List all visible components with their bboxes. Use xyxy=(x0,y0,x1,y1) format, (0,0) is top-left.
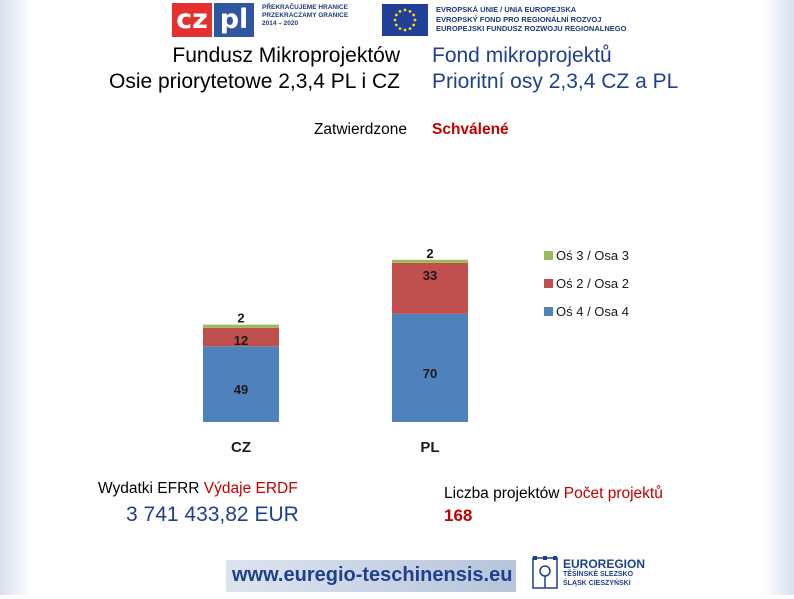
eu-star-icon xyxy=(398,9,402,13)
approved-label-pl: Zatwierdzone xyxy=(313,121,407,138)
footer-band xyxy=(226,560,516,592)
legend-label: Oś 2 / Osa 2 xyxy=(556,276,629,291)
category-label: CZ xyxy=(231,439,251,456)
legend-swatch xyxy=(544,279,553,288)
czpl-logo-text: PŘEKRAČUJEME HRANICE PRZEKRACZAMY GRANIC… xyxy=(262,4,372,28)
czpl-logo-line: PRZEKRACZAMY GRANICE xyxy=(262,12,349,19)
eu-star-icon xyxy=(398,27,402,31)
eu-star-icon xyxy=(408,9,412,13)
czpl-logo-cz: cz xyxy=(172,3,212,37)
eu-logo-text: EVROPSKÁ UNIE / UNIA EUROPEJSKA EVROPSKÝ… xyxy=(436,5,626,34)
legend-label: Oś 4 / Osa 4 xyxy=(556,304,629,319)
eu-star-icon xyxy=(394,23,398,27)
data-label: 2 xyxy=(237,311,244,326)
count-label-cz: Počet projektů xyxy=(563,485,663,502)
eu-star-icon xyxy=(412,13,416,17)
bar-segment-cz-2 xyxy=(203,324,279,328)
legend-label: Oś 3 / Osa 3 xyxy=(556,248,629,263)
eu-logo: EVROPSKÁ UNIE / UNIA EUROPEJSKA EVROPSKÝ… xyxy=(382,2,642,38)
legend-swatch xyxy=(544,251,553,260)
approved-label-cz: Schválené xyxy=(432,121,509,138)
eu-logo-line: EVROPSKÝ FOND PRO REGIONÁLNÍ ROZVOJ xyxy=(436,14,602,24)
euroregion-line1: TĚŠÍNSKÉ SLEZSKO xyxy=(563,571,634,578)
count-value: 168 xyxy=(444,506,473,525)
euroregion-name: EUROREGION xyxy=(563,557,646,571)
eu-star-icon xyxy=(403,8,407,12)
eu-star-icon xyxy=(403,28,407,32)
count-label-pl: Liczba projektów xyxy=(444,485,564,502)
euroregion-castle-icon xyxy=(532,556,558,589)
czpl-logo: cz pl PŘEKRAČUJEME HRANICE PRZEKRACZAMY … xyxy=(168,0,368,40)
eu-star-icon xyxy=(412,23,416,27)
data-label: 33 xyxy=(423,268,437,283)
bar-segment-pl-2 xyxy=(392,259,468,263)
bar-segment-pl-1 xyxy=(392,262,468,314)
title-pl-line1: Fundusz Mikroprojektów xyxy=(172,44,400,67)
footer-url[interactable]: www.euregio-teschinensis.eu xyxy=(232,564,513,586)
legend-swatch xyxy=(544,307,553,316)
euroregion-logo xyxy=(530,554,630,594)
eu-logo-line: EUROPEJSKI FUNDUSZ ROZWOJU REGIONALNEGO xyxy=(436,24,627,33)
title-cz-line1: Fond mikroprojektů xyxy=(432,44,612,67)
title-pl-line2: Osie priorytetowe 2,3,4 PL i CZ xyxy=(108,70,400,93)
czpl-logo-line: PŘEKRAČUJEME HRANICE xyxy=(262,4,348,11)
eu-flag-icon xyxy=(382,4,428,36)
eu-star-icon xyxy=(393,18,397,22)
eu-logo-line: EVROPSKÁ UNIE / UNIA EUROPEJSKA xyxy=(436,5,577,14)
stacked-bar-chart: 49 12 2 CZ 70 33 2 PL Oś 3 / Osa 3 Oś 2 / Osa 2 Oś… xyxy=(203,246,629,456)
data-label: 70 xyxy=(423,366,437,381)
bar-segment-cz-1 xyxy=(203,327,279,347)
data-label: 12 xyxy=(234,333,248,348)
expenses-label-pl: Wydatki EFRR xyxy=(98,480,204,497)
right-edge-gradient xyxy=(762,0,794,595)
left-edge-gradient xyxy=(0,0,32,595)
euroregion-line2: ŚLĄSK CIESZYŃSKI xyxy=(563,579,631,587)
data-label: 2 xyxy=(426,246,433,261)
eu-star-icon xyxy=(394,13,398,17)
category-label: PL xyxy=(420,439,439,456)
eu-star-icon xyxy=(413,18,417,22)
eu-star-icon xyxy=(408,27,412,31)
bar-segment-cz-0 xyxy=(203,346,279,422)
expenses-label: Wydatki EFRR Výdaje ERDF xyxy=(98,480,298,498)
expenses-value: 3 741 433,82 EUR xyxy=(126,503,299,526)
euroregion-text: EUROREGION TĚŠÍNSKÉ SLEZSKO ŚLĄSK CIESZY… xyxy=(563,558,645,588)
title-cz-line2: Prioritní osy 2,3,4 CZ a PL xyxy=(432,70,679,93)
czpl-logo-line: 2014 – 2020 xyxy=(262,20,299,27)
bar-segment-pl-0 xyxy=(392,313,468,422)
czpl-logo-pl: pl xyxy=(214,3,254,37)
data-label: 49 xyxy=(234,382,248,397)
count-label: Liczba projektów Počet projektů xyxy=(444,485,663,503)
expenses-label-cz: Výdaje ERDF xyxy=(203,480,298,497)
